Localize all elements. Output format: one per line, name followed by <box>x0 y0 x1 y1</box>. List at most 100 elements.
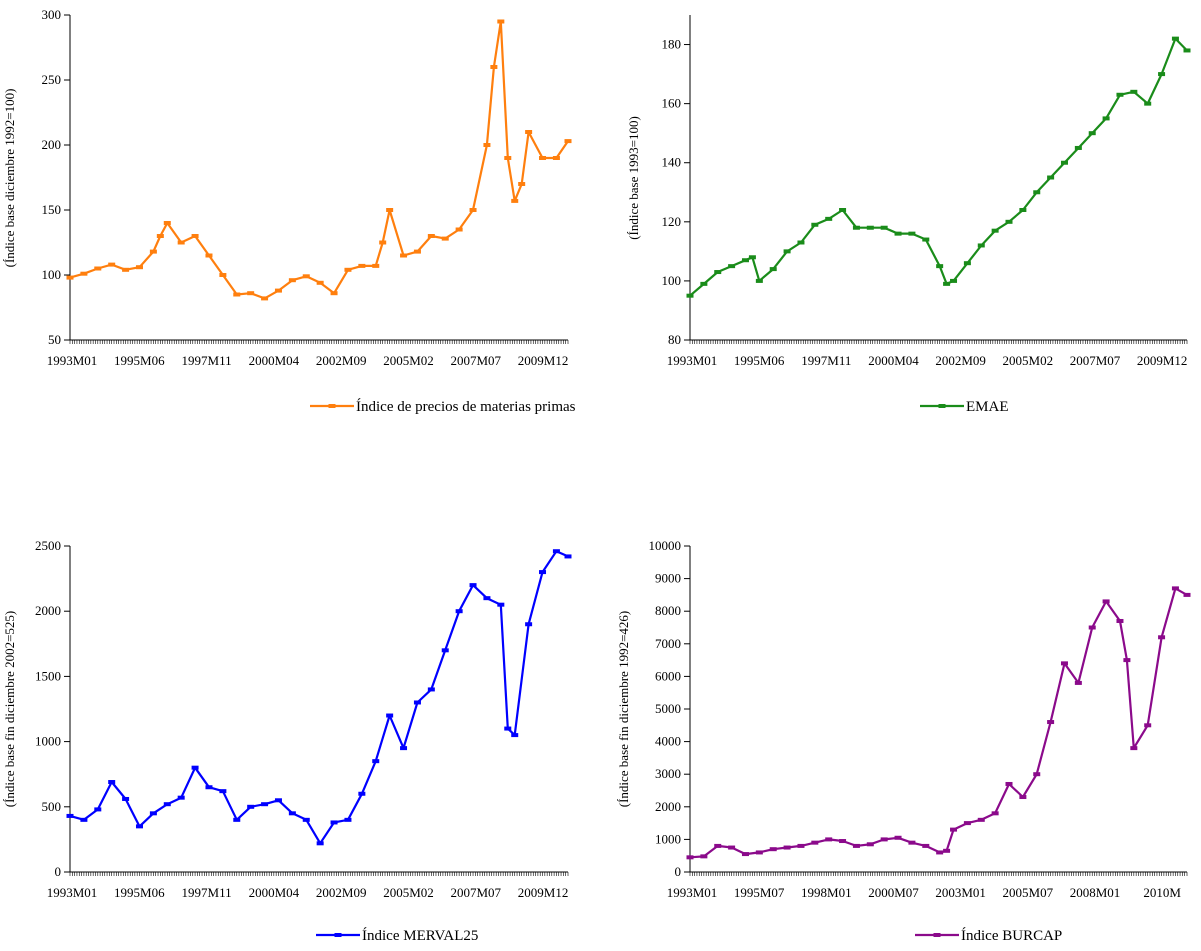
data-point <box>741 258 749 263</box>
data-point <box>400 253 408 258</box>
data-point <box>991 811 999 816</box>
legend-label: EMAE <box>966 399 1009 415</box>
data-point <box>908 231 916 236</box>
data-point <box>943 848 951 853</box>
data-point <box>936 264 944 269</box>
data-point <box>1171 36 1179 41</box>
x-tick-label: 2000M04 <box>249 353 300 368</box>
data-point <box>852 225 860 230</box>
data-point <box>894 231 902 236</box>
data-point <box>288 811 296 816</box>
x-tick-label: 2007M07 <box>451 353 502 368</box>
x-tick-label: 2005M07 <box>1003 885 1054 900</box>
data-point <box>219 789 227 794</box>
series-markers <box>686 586 1191 860</box>
data-point <box>539 570 547 575</box>
data-point <box>156 234 164 238</box>
x-tick-label: 1993M01 <box>47 885 98 900</box>
data-point <box>163 221 171 225</box>
y-tick-label: 10000 <box>649 538 682 553</box>
data-point <box>302 274 310 279</box>
data-point <box>66 275 74 280</box>
y-tick-label: 200 <box>42 137 62 152</box>
x-tick-label: 2000M04 <box>868 353 919 368</box>
data-point <box>247 291 255 296</box>
y-tick-label: 80 <box>668 332 681 347</box>
data-point <box>564 139 572 144</box>
data-point <box>1047 175 1055 180</box>
y-tick-label: 500 <box>42 799 62 814</box>
y-tick-label: 7000 <box>655 636 681 651</box>
x-tick-label: 1993M01 <box>47 353 98 368</box>
x-minor-ticks <box>689 340 1188 344</box>
data-point <box>483 596 491 601</box>
data-point <box>741 852 749 857</box>
data-point <box>358 263 366 268</box>
legend-marker <box>938 404 946 408</box>
data-point <box>135 824 143 829</box>
legend: Índice de precios de materias primas <box>310 398 576 415</box>
data-point <box>1158 635 1166 640</box>
data-point <box>427 687 435 692</box>
data-point <box>1033 772 1041 777</box>
x-tick-label: 1997M11 <box>801 353 851 368</box>
merval25-chart: 0 500 1000 1500 2000 2500 1993M01 1995M06 1997M1… <box>2 538 572 944</box>
series-markers <box>66 549 572 846</box>
data-point <box>122 267 130 272</box>
data-point <box>504 726 512 731</box>
x-tick-label: 1997M11 <box>182 353 232 368</box>
legend: EMAE <box>920 399 1009 415</box>
data-point <box>1102 116 1110 121</box>
data-point <box>977 243 985 248</box>
data-point <box>1171 586 1179 591</box>
data-point <box>274 288 282 293</box>
data-point <box>950 827 958 832</box>
data-point <box>852 843 860 848</box>
data-point <box>1102 599 1110 604</box>
legend: Índice BURCAP <box>915 927 1062 944</box>
data-point <box>483 143 491 147</box>
data-point <box>302 817 310 822</box>
x-tick-label: 2009M12 <box>518 885 569 900</box>
x-minor-ticks <box>689 872 1188 876</box>
data-point <box>108 262 116 267</box>
x-tick-label: 1995M06 <box>114 885 165 900</box>
data-point <box>455 609 463 614</box>
y-axis-label: (Índice base fin diciembre 2002=525) <box>2 611 17 808</box>
data-point <box>1074 145 1082 150</box>
x-tick-label: 2009M12 <box>518 353 569 368</box>
y-tick-label: 6000 <box>655 668 681 683</box>
y-tick-label: 150 <box>42 202 62 217</box>
x-tick-label: 1998M01 <box>801 885 852 900</box>
data-point <box>977 817 985 822</box>
data-point <box>163 802 171 807</box>
x-minor-ticks <box>69 872 569 876</box>
data-point <box>66 813 74 818</box>
data-point <box>149 249 157 254</box>
y-tick-label: 160 <box>662 96 682 111</box>
y-tick-label: 8000 <box>655 603 681 618</box>
data-point <box>1088 131 1096 136</box>
data-point <box>455 227 463 232</box>
data-point <box>497 602 505 607</box>
series-markers <box>66 19 572 301</box>
y-axis-label: (Índice base fin diciembre 1992=426) <box>616 611 631 808</box>
data-point <box>191 765 199 770</box>
x-tick-label: 2007M07 <box>451 885 502 900</box>
y-tick-label: 4000 <box>655 734 681 749</box>
x-tick-label: 2005M02 <box>383 353 434 368</box>
data-point <box>1183 48 1191 53</box>
data-point <box>288 278 296 283</box>
data-point <box>1130 746 1138 751</box>
data-point <box>379 240 387 245</box>
data-point <box>427 234 435 238</box>
data-point <box>839 208 847 212</box>
data-point <box>1116 92 1124 97</box>
data-point <box>386 713 394 718</box>
data-point <box>839 839 847 844</box>
data-point <box>94 266 102 271</box>
data-point <box>769 847 777 852</box>
x-tick-label: 2005M02 <box>383 885 434 900</box>
x-minor-ticks <box>69 340 569 344</box>
